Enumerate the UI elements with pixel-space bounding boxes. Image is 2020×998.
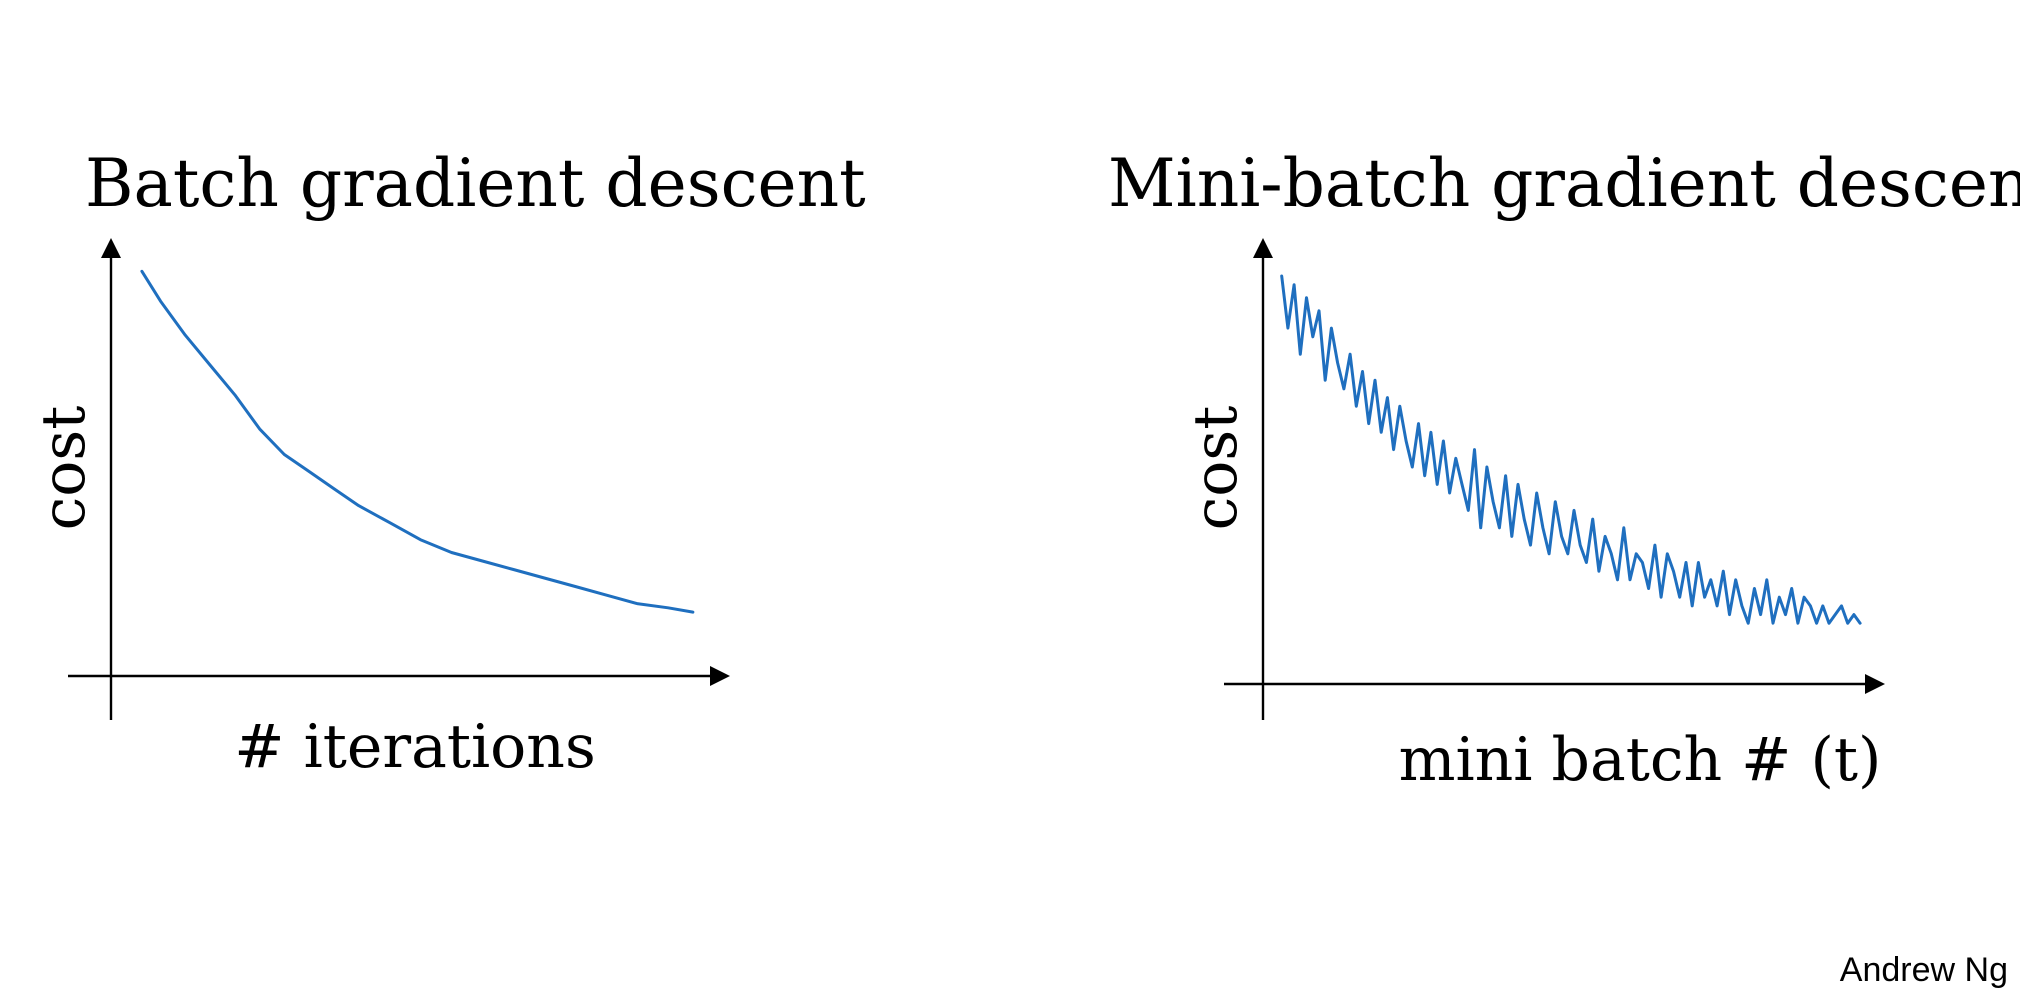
x-axis-arrow [710, 666, 730, 686]
cost-curve-series [140, 269, 695, 614]
chart-title: Batch gradient descent [85, 145, 866, 222]
y-axis-arrow [1253, 238, 1273, 258]
cost-curve-series [1280, 274, 1862, 625]
x-axis-label: # iterations [234, 712, 595, 782]
chart-minibatch: Mini-batch gradient descent cost mini ba… [1108, 145, 2020, 795]
x-axis-label: mini batch # (t) [1399, 725, 1882, 795]
chart-title: Mini-batch gradient descent [1108, 145, 2020, 222]
chart-batch: Batch gradient descent cost # iterations [29, 145, 866, 782]
y-axis-arrow [101, 238, 121, 258]
author-credit: Andrew Ng [1839, 951, 2008, 989]
y-axis-label: cost [1181, 406, 1251, 531]
y-axis-label: cost [29, 406, 99, 531]
x-axis-arrow [1865, 674, 1885, 694]
